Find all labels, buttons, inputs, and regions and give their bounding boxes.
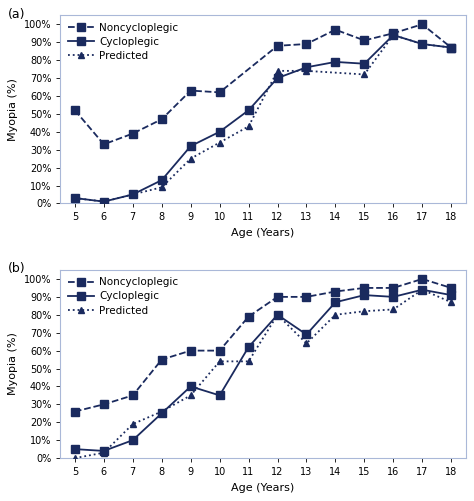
Cycloplegic bbox=[72, 446, 78, 452]
Noncycloplegic bbox=[159, 116, 164, 122]
Cycloplegic bbox=[419, 41, 425, 47]
Predicted bbox=[362, 308, 367, 314]
Noncycloplegic bbox=[448, 45, 454, 51]
Cycloplegic bbox=[333, 299, 338, 305]
Noncycloplegic bbox=[333, 289, 338, 295]
Predicted bbox=[448, 299, 454, 305]
Cycloplegic bbox=[391, 32, 396, 38]
Noncycloplegic bbox=[304, 294, 310, 300]
Cycloplegic bbox=[448, 292, 454, 298]
Predicted bbox=[304, 68, 310, 74]
Noncycloplegic bbox=[101, 141, 107, 147]
Noncycloplegic bbox=[130, 392, 136, 398]
Noncycloplegic bbox=[419, 276, 425, 282]
Cycloplegic bbox=[304, 332, 310, 338]
Predicted bbox=[304, 341, 310, 347]
Predicted bbox=[159, 184, 164, 190]
Noncycloplegic bbox=[362, 285, 367, 291]
Noncycloplegic bbox=[217, 89, 222, 95]
Noncycloplegic bbox=[159, 357, 164, 363]
Predicted bbox=[246, 358, 251, 364]
Noncycloplegic bbox=[72, 408, 78, 414]
Cycloplegic bbox=[217, 129, 222, 135]
Cycloplegic bbox=[217, 392, 222, 398]
Predicted bbox=[72, 195, 78, 201]
Predicted bbox=[419, 41, 425, 47]
Cycloplegic bbox=[130, 191, 136, 197]
Noncycloplegic bbox=[217, 348, 222, 354]
Line: Predicted: Predicted bbox=[72, 286, 455, 461]
Cycloplegic bbox=[274, 75, 280, 81]
Cycloplegic bbox=[130, 437, 136, 443]
Cycloplegic bbox=[362, 292, 367, 298]
Cycloplegic bbox=[159, 410, 164, 416]
Cycloplegic bbox=[101, 448, 107, 454]
Predicted bbox=[188, 156, 193, 162]
Predicted bbox=[130, 421, 136, 427]
Cycloplegic bbox=[188, 143, 193, 149]
Legend: Noncycloplegic, Cycloplegic, Predicted: Noncycloplegic, Cycloplegic, Predicted bbox=[65, 275, 180, 318]
Noncycloplegic bbox=[72, 107, 78, 113]
Cycloplegic bbox=[362, 61, 367, 67]
Predicted bbox=[333, 312, 338, 318]
Noncycloplegic bbox=[188, 348, 193, 354]
Noncycloplegic bbox=[101, 401, 107, 407]
Cycloplegic bbox=[246, 344, 251, 350]
Noncycloplegic bbox=[274, 294, 280, 300]
Text: (b): (b) bbox=[8, 263, 26, 276]
Noncycloplegic bbox=[419, 22, 425, 28]
Predicted bbox=[362, 72, 367, 78]
Cycloplegic bbox=[188, 383, 193, 389]
Line: Noncycloplegic: Noncycloplegic bbox=[71, 275, 455, 415]
Predicted bbox=[391, 32, 396, 38]
Cycloplegic bbox=[101, 198, 107, 204]
Y-axis label: Myopia (%): Myopia (%) bbox=[9, 333, 18, 395]
Cycloplegic bbox=[72, 195, 78, 201]
Text: (a): (a) bbox=[8, 8, 25, 21]
Predicted bbox=[448, 45, 454, 51]
Noncycloplegic bbox=[391, 30, 396, 36]
Cycloplegic bbox=[159, 177, 164, 183]
Line: Cycloplegic: Cycloplegic bbox=[71, 286, 455, 455]
Legend: Noncycloplegic, Cycloplegic, Predicted: Noncycloplegic, Cycloplegic, Predicted bbox=[65, 21, 180, 63]
Predicted bbox=[130, 191, 136, 197]
X-axis label: Age (Years): Age (Years) bbox=[231, 228, 295, 238]
Predicted bbox=[419, 287, 425, 293]
Predicted bbox=[72, 455, 78, 461]
Line: Cycloplegic: Cycloplegic bbox=[71, 31, 455, 205]
Predicted bbox=[188, 392, 193, 398]
Predicted bbox=[217, 358, 222, 364]
Line: Predicted: Predicted bbox=[72, 32, 455, 205]
Predicted bbox=[274, 312, 280, 318]
Predicted bbox=[101, 198, 107, 204]
Cycloplegic bbox=[246, 107, 251, 113]
Predicted bbox=[159, 408, 164, 414]
Noncycloplegic bbox=[362, 38, 367, 44]
Noncycloplegic bbox=[188, 88, 193, 94]
Noncycloplegic bbox=[130, 131, 136, 137]
Noncycloplegic bbox=[391, 285, 396, 291]
Cycloplegic bbox=[274, 312, 280, 318]
Cycloplegic bbox=[333, 59, 338, 65]
Cycloplegic bbox=[304, 64, 310, 70]
Noncycloplegic bbox=[333, 27, 338, 33]
Predicted bbox=[101, 450, 107, 456]
Predicted bbox=[274, 68, 280, 74]
Y-axis label: Myopia (%): Myopia (%) bbox=[9, 78, 18, 141]
Noncycloplegic bbox=[274, 43, 280, 49]
Cycloplegic bbox=[448, 45, 454, 51]
Noncycloplegic bbox=[246, 314, 251, 320]
Noncycloplegic bbox=[304, 41, 310, 47]
Predicted bbox=[391, 307, 396, 313]
Predicted bbox=[246, 123, 251, 129]
Line: Noncycloplegic: Noncycloplegic bbox=[71, 21, 455, 148]
X-axis label: Age (Years): Age (Years) bbox=[231, 482, 295, 492]
Noncycloplegic bbox=[448, 285, 454, 291]
Cycloplegic bbox=[419, 287, 425, 293]
Cycloplegic bbox=[391, 294, 396, 300]
Predicted bbox=[217, 139, 222, 145]
